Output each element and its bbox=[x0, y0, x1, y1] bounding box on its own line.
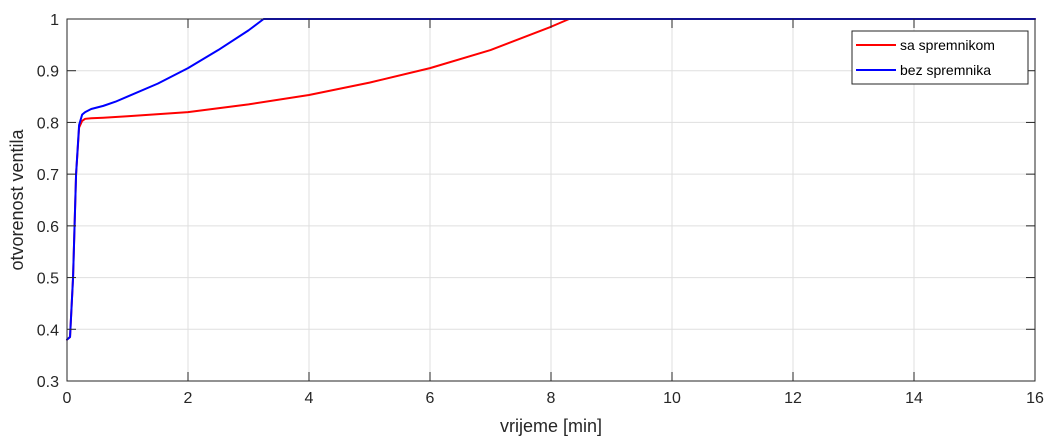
legend: sa spremnikom bez spremnika bbox=[851, 30, 1029, 85]
y-tick-label: 0.7 bbox=[37, 167, 59, 184]
x-tick-label: 0 bbox=[63, 390, 72, 407]
x-tick-label: 8 bbox=[547, 390, 556, 407]
x-tick-label: 4 bbox=[305, 390, 314, 407]
y-tick-label: 0.4 bbox=[37, 322, 59, 339]
y-tick-label: 0.3 bbox=[37, 374, 59, 391]
y-tick-labels: 0.3 0.4 0.5 0.6 0.7 0.8 0.9 1 bbox=[37, 12, 59, 391]
legend-label-sa-spremnikom: sa spremnikom bbox=[900, 37, 995, 53]
x-tick-label: 10 bbox=[663, 390, 681, 407]
x-axis-label: vrijeme [min] bbox=[500, 416, 602, 436]
y-tick-label: 0.6 bbox=[37, 219, 59, 236]
legend-box bbox=[851, 30, 1029, 85]
y-axis-label: otvorenost ventila bbox=[7, 128, 27, 270]
x-tick-labels: 0 2 4 6 8 10 12 14 16 bbox=[63, 390, 1044, 407]
x-tick-label: 14 bbox=[905, 390, 923, 407]
x-tick-label: 12 bbox=[784, 390, 802, 407]
y-tick-label: 0.8 bbox=[37, 115, 59, 132]
x-tick-label: 6 bbox=[426, 390, 435, 407]
legend-label-bez-spremnika: bez spremnika bbox=[900, 62, 991, 78]
x-tick-label: 2 bbox=[184, 390, 193, 407]
y-tick-label: 1 bbox=[50, 12, 59, 29]
y-tick-label: 0.9 bbox=[37, 64, 59, 81]
y-tick-label: 0.5 bbox=[37, 271, 59, 288]
tick-marks bbox=[66, 18, 1036, 382]
x-tick-label: 16 bbox=[1026, 390, 1044, 407]
grid-lines bbox=[67, 19, 1035, 381]
